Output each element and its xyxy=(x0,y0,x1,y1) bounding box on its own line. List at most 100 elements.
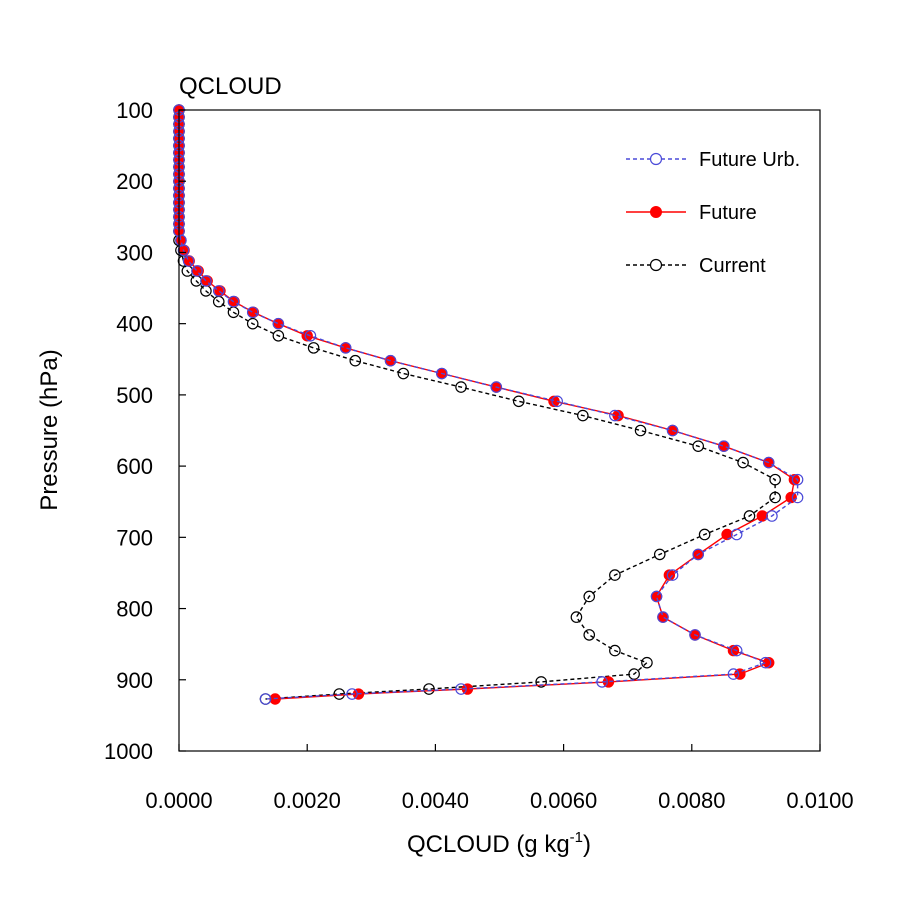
data-point xyxy=(692,440,705,452)
legend-item-future: Future xyxy=(626,202,757,224)
x-tick-label: 0.0080 xyxy=(658,788,725,813)
data-point xyxy=(666,424,679,437)
data-point xyxy=(766,510,778,522)
data-point xyxy=(259,693,272,705)
data-point xyxy=(762,456,775,469)
legend-label: Current xyxy=(699,255,766,277)
data-point xyxy=(177,244,190,257)
legend-item-future-urb: Future Urb. xyxy=(626,149,800,171)
data-point xyxy=(634,424,647,437)
data-point xyxy=(628,668,640,680)
data-point xyxy=(577,409,589,422)
data-point xyxy=(689,629,701,641)
data-point xyxy=(272,329,285,342)
data-point xyxy=(769,473,781,486)
data-point xyxy=(791,473,804,486)
data-point xyxy=(339,342,352,354)
data-point xyxy=(551,395,563,408)
legend-marker xyxy=(649,258,663,272)
data-point xyxy=(756,510,769,522)
data-point xyxy=(650,590,663,603)
legend-marker xyxy=(650,206,662,218)
data-point xyxy=(663,569,676,581)
x-tick-label: 0.0100 xyxy=(786,788,853,813)
x-tick-label: 0.0040 xyxy=(402,788,469,813)
data-point xyxy=(769,491,781,504)
data-point xyxy=(455,683,467,695)
legend-label: Future Urb. xyxy=(699,149,800,171)
data-point xyxy=(307,342,320,354)
chart-title: QCLOUD xyxy=(179,73,282,100)
y-tick-label: 400 xyxy=(116,312,153,337)
data-point xyxy=(788,473,801,486)
data-point xyxy=(718,440,730,452)
data-point xyxy=(384,354,397,367)
data-point xyxy=(191,265,203,277)
y-tick-label: 500 xyxy=(116,383,153,408)
data-point xyxy=(535,676,547,688)
x-tick-label: 0.0020 xyxy=(274,788,341,813)
y-axis: 100 200 300 400 500 600 700 800 900 1000 xyxy=(104,98,186,764)
data-point xyxy=(182,255,195,267)
x-tick-label: 0.0060 xyxy=(530,788,597,813)
x-axis-title-superscript: -1 xyxy=(570,829,583,846)
data-point xyxy=(436,367,448,380)
data-point xyxy=(200,275,212,287)
data-point xyxy=(692,548,705,561)
data-point xyxy=(246,317,259,330)
data-point xyxy=(727,668,740,680)
x-axis-title: QCLOUD (g kg-1) xyxy=(407,829,591,858)
data-point xyxy=(653,548,666,561)
data-point xyxy=(727,644,740,657)
legend-marker xyxy=(649,152,663,166)
y-tick-label: 200 xyxy=(116,169,153,194)
x-axis: 0.0000 0.0020 0.0040 0.0060 0.0080 0.0100 xyxy=(145,744,854,813)
y-tick-label: 900 xyxy=(116,668,153,693)
y-tick-label: 700 xyxy=(116,525,153,550)
data-point xyxy=(785,491,797,504)
data-point xyxy=(609,644,621,657)
data-point xyxy=(730,644,743,657)
data-point xyxy=(743,510,756,522)
data-point xyxy=(596,676,608,688)
x-tick-label: 0.0000 xyxy=(145,788,212,813)
y-axis-title: Pressure (hPa) xyxy=(36,349,63,510)
data-point xyxy=(346,688,358,700)
plot-frame xyxy=(178,109,821,752)
y-tick-label: 100 xyxy=(116,98,153,123)
data-point xyxy=(227,295,240,308)
data-point xyxy=(490,381,503,393)
data-point xyxy=(397,367,410,380)
data-point xyxy=(272,317,285,330)
series-line-current xyxy=(178,110,776,700)
data-point xyxy=(301,330,313,342)
x-axis-title-main: QCLOUD (g kg xyxy=(407,831,570,858)
data-point xyxy=(583,590,596,603)
legend: Future Urb. Future Current xyxy=(626,149,800,277)
x-axis-title-suffix: ) xyxy=(583,831,591,858)
data-point xyxy=(304,329,317,342)
legend-item-current: Current xyxy=(626,255,766,277)
data-point xyxy=(246,306,259,319)
y-tick-label: 1000 xyxy=(104,739,153,764)
data-point xyxy=(609,569,621,581)
data-point xyxy=(666,569,679,581)
data-point xyxy=(349,354,362,367)
y-tick-label: 800 xyxy=(116,597,153,622)
data-point xyxy=(423,683,435,695)
data-point xyxy=(721,528,733,541)
data-point xyxy=(455,381,467,393)
legend-label: Future xyxy=(699,202,757,224)
data-point xyxy=(737,456,749,469)
data-point xyxy=(730,528,743,541)
data-point xyxy=(212,285,225,297)
data-point xyxy=(641,656,653,669)
data-point xyxy=(570,611,583,623)
data-point xyxy=(657,611,669,623)
data-point xyxy=(759,656,772,669)
data-point xyxy=(698,528,711,541)
y-tick-label: 600 xyxy=(116,454,153,479)
data-point xyxy=(512,395,525,408)
